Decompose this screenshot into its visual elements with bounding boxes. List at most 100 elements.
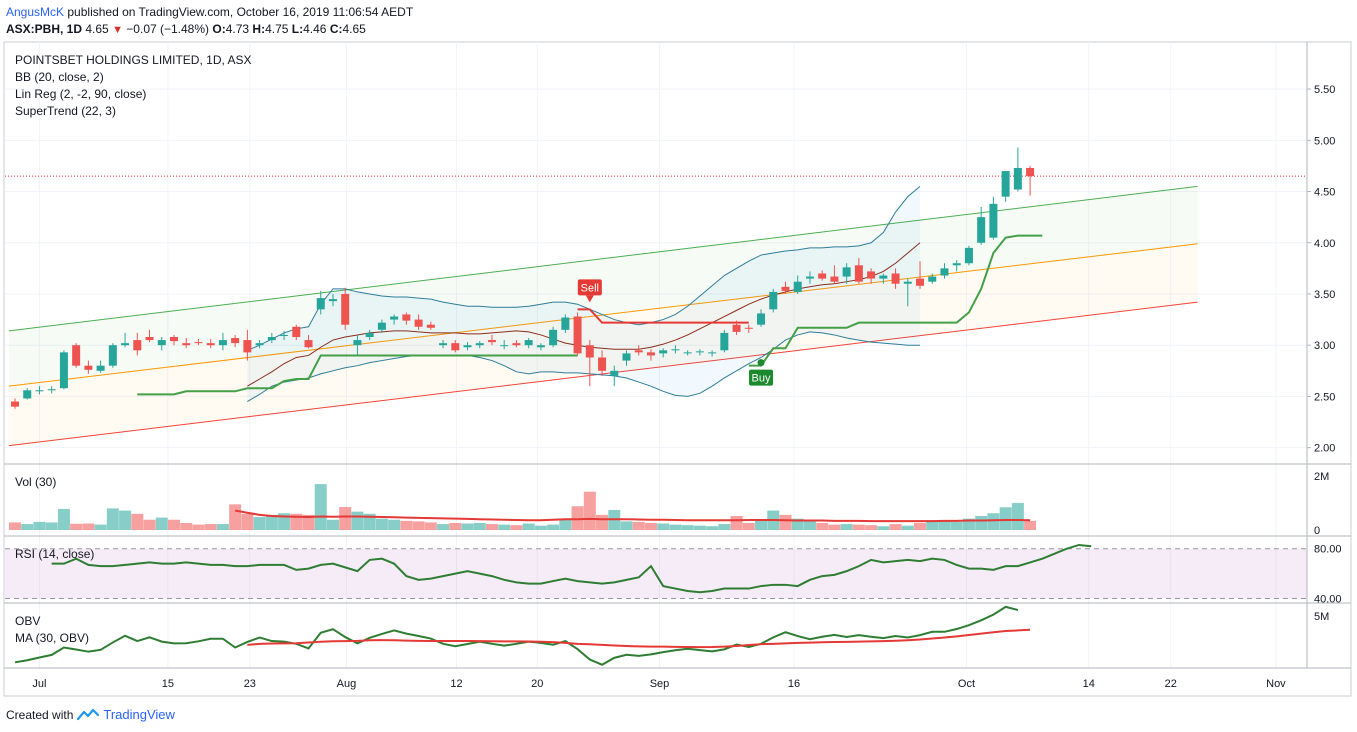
- volume-bar: [449, 522, 462, 530]
- bb-upper-line: [247, 186, 921, 351]
- volume-bar: [755, 520, 768, 530]
- x-tick-label: Nov: [1266, 678, 1286, 690]
- volume-bar: [437, 524, 450, 530]
- candle-body: [634, 350, 643, 353]
- obv-line: [14, 605, 1019, 666]
- candle-body: [1001, 171, 1010, 197]
- supertrend-legend[interactable]: SuperTrend (22, 3): [15, 104, 116, 118]
- candle-body: [11, 401, 19, 407]
- supertrend-up-line: [748, 234, 1043, 367]
- volume-bar: [999, 507, 1012, 530]
- volume-bar: [791, 518, 804, 530]
- grid-lines: [5, 42, 1307, 668]
- volume-bar: [1011, 503, 1024, 530]
- volume-bar: [938, 520, 951, 530]
- volume-bar: [9, 522, 21, 530]
- volume-pane[interactable]: [9, 484, 1037, 530]
- candle-body: [720, 332, 729, 351]
- candle-body: [157, 340, 166, 346]
- candle-body: [23, 390, 32, 399]
- candle-body: [830, 276, 839, 282]
- volume-bar: [950, 521, 963, 530]
- volume-bar: [241, 513, 254, 530]
- y-tick-label: 4.50: [1314, 187, 1335, 199]
- volume-bar: [424, 522, 437, 530]
- candle-body: [781, 286, 790, 291]
- candle-body: [536, 345, 545, 348]
- candle-body: [695, 351, 704, 353]
- candle-body: [940, 268, 949, 276]
- candle-body: [842, 267, 851, 277]
- buy-signal: Buy: [749, 359, 774, 386]
- x-tick-label: 12: [450, 678, 462, 690]
- candle-body: [72, 345, 81, 366]
- rsi-line: [51, 543, 1092, 594]
- candle-body: [757, 313, 766, 325]
- volume-bar: [534, 525, 547, 530]
- volume-bar: [57, 508, 70, 530]
- volume-bar: [706, 526, 719, 530]
- x-tick-label: 14: [1083, 678, 1095, 690]
- volume-bar: [596, 514, 609, 530]
- linreg-legend[interactable]: Lin Reg (2, -2, 90, close): [15, 87, 146, 101]
- volume-bar: [962, 518, 975, 530]
- candle-body: [487, 340, 496, 343]
- volume-bar: [363, 513, 376, 530]
- volume-bar: [828, 524, 841, 530]
- obv-legend[interactable]: OBV: [15, 614, 40, 628]
- candle-body: [280, 334, 289, 336]
- high-label: H:: [252, 22, 266, 36]
- candle-body: [610, 370, 619, 376]
- obv-ma-legend[interactable]: MA (30, OBV): [15, 631, 89, 645]
- volume-bar: [559, 518, 572, 530]
- x-tick-label: 16: [788, 678, 800, 690]
- vol-tick-label: 2M: [1314, 471, 1329, 483]
- volume-bar: [339, 507, 352, 530]
- candle-body: [292, 326, 301, 337]
- y-tick-label: 5.00: [1314, 135, 1335, 147]
- author-link[interactable]: AngusMcK: [6, 5, 65, 19]
- candle-body: [671, 349, 680, 351]
- bb-legend[interactable]: BB (20, close, 2): [15, 70, 104, 84]
- rsi-pane[interactable]: [5, 543, 1307, 600]
- tradingview-logo-icon: [77, 708, 100, 721]
- close-value: 4.65: [342, 22, 366, 36]
- footer: Created with TradingView: [6, 707, 175, 722]
- volume-bar: [400, 520, 413, 530]
- x-tick-label: Oct: [958, 678, 975, 690]
- tradingview-brand-link[interactable]: TradingView: [103, 707, 175, 722]
- rsi-legend[interactable]: RSI (14, close): [15, 547, 94, 561]
- candle-body: [35, 390, 44, 392]
- obv-pane[interactable]: [14, 605, 1031, 666]
- price-change: −0.07 (−1.48%): [126, 22, 210, 36]
- volume-bar: [620, 521, 633, 530]
- candle-body: [598, 357, 607, 371]
- volume-bar: [657, 523, 670, 530]
- buy-signal-box: [749, 369, 774, 386]
- main-price-pane[interactable]: Sell Buy: [5, 147, 1307, 447]
- vol-legend[interactable]: Vol (30): [15, 475, 56, 489]
- candle-body: [585, 345, 594, 358]
- sell-signal: Sell: [577, 279, 602, 303]
- volume-bar: [204, 524, 217, 530]
- candle-body: [964, 247, 973, 264]
- bb-fill: [247, 186, 921, 402]
- candle-body: [390, 316, 399, 320]
- sell-signal-pointer: [585, 295, 594, 303]
- obv-ma-line: [247, 628, 1031, 649]
- volume-bar: [21, 524, 34, 530]
- volume-bar: [816, 522, 829, 530]
- x-tick-label: Aug: [337, 678, 357, 690]
- volume-bar: [840, 524, 853, 530]
- volume-bar: [94, 524, 107, 530]
- y-tick-label: 4.00: [1314, 238, 1335, 250]
- volume-bar: [33, 521, 46, 530]
- candle-body: [891, 273, 900, 284]
- chart-header: AngusMcK published on TradingView.com, O…: [6, 4, 413, 39]
- candle-body: [549, 329, 558, 346]
- volume-bar: [926, 520, 939, 530]
- candle-body: [854, 265, 863, 282]
- candle-body: [708, 352, 717, 354]
- volume-bar: [730, 515, 743, 530]
